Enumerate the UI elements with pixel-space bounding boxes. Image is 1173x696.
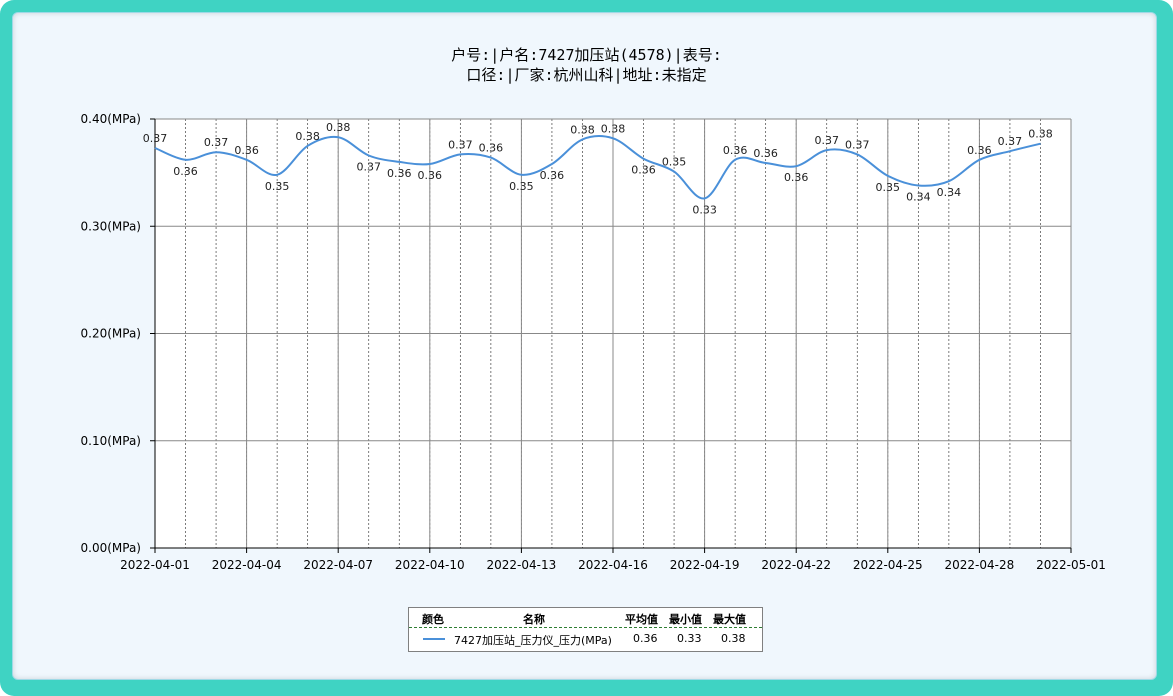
legend-row[interactable]: 7427加压站_压力仪_压力(MPa) 0.36 0.33 0.38 (409, 627, 762, 651)
data-point (245, 158, 249, 162)
data-point (519, 173, 523, 177)
data-point (825, 148, 829, 152)
data-point (397, 160, 401, 164)
data-point (672, 170, 676, 174)
data-point (184, 158, 188, 162)
data-label: 0.34 (937, 186, 962, 199)
data-label: 0.37 (356, 160, 381, 173)
data-label: 0.33 (692, 203, 717, 216)
data-label: 0.38 (601, 122, 626, 135)
data-label: 0.35 (509, 180, 534, 193)
chart-title-line2: 口径:|厂家:杭州山科|地址:未指定 (466, 66, 707, 84)
data-point (1038, 142, 1042, 146)
data-label: 0.34 (906, 190, 931, 203)
y-tick-label: 0.30(MPa) (81, 219, 142, 233)
legend-series-max: 0.38 (721, 632, 746, 645)
legend-header-name: 名称 (523, 613, 545, 626)
data-label: 0.36 (784, 171, 809, 184)
data-point (611, 136, 615, 140)
x-tick-label: 2022-04-19 (670, 558, 740, 572)
data-point (794, 164, 798, 168)
data-point (1008, 149, 1012, 153)
data-point (153, 146, 157, 150)
legend-header-max: 最大值 (713, 613, 746, 626)
data-label: 0.37 (814, 134, 839, 147)
data-point (550, 162, 554, 166)
data-label: 0.36 (173, 165, 198, 178)
data-label: 0.38 (1028, 128, 1053, 141)
y-tick-label: 0.20(MPa) (81, 327, 142, 341)
x-tick-label: 2022-04-10 (395, 558, 465, 572)
data-label: 0.37 (998, 135, 1023, 148)
data-label: 0.36 (753, 147, 778, 160)
legend-series-avg: 0.36 (633, 632, 658, 645)
data-point (947, 179, 951, 183)
data-label: 0.38 (570, 123, 595, 136)
data-label: 0.36 (723, 144, 748, 157)
legend-header-color: 颜色 (422, 613, 444, 626)
data-label: 0.35 (662, 156, 687, 169)
data-point (886, 174, 890, 178)
data-label: 0.36 (967, 144, 992, 157)
data-point (489, 156, 493, 160)
data-point (458, 152, 462, 156)
legend-series-swatch (423, 638, 445, 640)
data-label: 0.35 (265, 180, 290, 193)
x-tick-label: 2022-04-22 (761, 558, 831, 572)
y-tick-label: 0.40(MPa) (81, 112, 142, 126)
data-label: 0.36 (631, 164, 656, 177)
data-point (733, 158, 737, 162)
y-tick-label: 0.10(MPa) (81, 434, 142, 448)
data-label: 0.36 (418, 169, 443, 182)
data-label: 0.37 (845, 138, 870, 151)
data-point (306, 144, 310, 148)
data-label: 0.37 (143, 132, 168, 145)
data-label: 0.35 (876, 181, 901, 194)
data-point (977, 158, 981, 162)
data-label: 0.36 (540, 169, 565, 182)
legend-series-min: 0.33 (677, 632, 702, 645)
x-tick-label: 2022-04-16 (578, 558, 648, 572)
y-tick-label: 0.00(MPa) (81, 541, 142, 555)
data-label: 0.37 (204, 136, 229, 149)
data-point (275, 173, 279, 177)
x-tick-label: 2022-04-01 (120, 558, 190, 572)
data-point (916, 183, 920, 187)
legend-header-min: 最小值 (669, 613, 702, 626)
legend-series-name: 7427加压站_压力仪_压力(MPa) (454, 634, 612, 647)
data-point (703, 196, 707, 200)
data-label: 0.36 (387, 167, 412, 180)
x-tick-label: 2022-05-01 (1036, 558, 1106, 572)
data-point (336, 135, 340, 139)
x-tick-label: 2022-04-13 (487, 558, 557, 572)
data-label: 0.38 (295, 130, 320, 143)
data-point (367, 153, 371, 157)
series-line (154, 135, 1041, 200)
data-label: 0.37 (448, 138, 473, 151)
data-point (580, 137, 584, 141)
data-point (764, 161, 768, 165)
data-label: 0.36 (234, 144, 259, 157)
chart-title-line1: 户号:|户名:7427加压站(4578)|表号: (451, 46, 722, 64)
data-label: 0.38 (326, 121, 351, 134)
x-tick-label: 2022-04-28 (945, 558, 1015, 572)
legend-header: 颜色 名称 平均值 最小值 最大值 (409, 608, 762, 628)
data-point (642, 157, 646, 161)
x-tick-label: 2022-04-07 (303, 558, 373, 572)
data-label: 0.36 (479, 142, 504, 155)
data-point (855, 152, 859, 156)
x-tick-label: 2022-04-04 (212, 558, 282, 572)
legend-header-avg: 平均值 (625, 613, 658, 626)
legend-table: 颜色 名称 平均值 最小值 最大值 7427加压站_压力仪_压力(MPa) 0.… (408, 607, 763, 652)
data-point (214, 150, 218, 154)
data-point (428, 162, 432, 166)
x-tick-label: 2022-04-25 (853, 558, 923, 572)
